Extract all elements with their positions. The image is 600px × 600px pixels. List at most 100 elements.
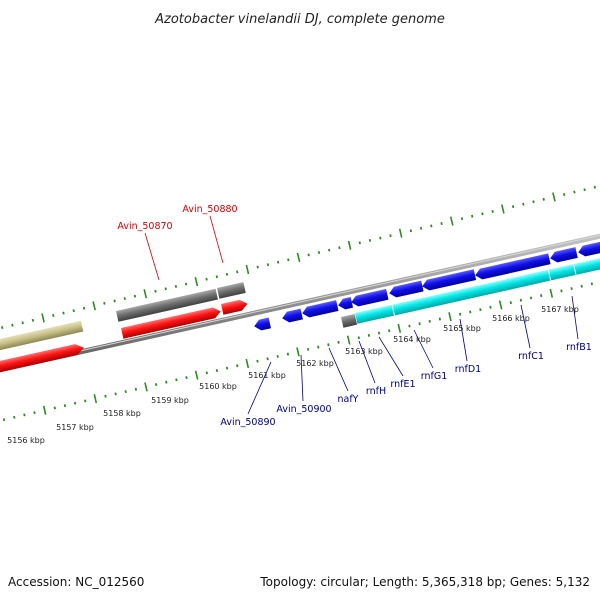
outer-tick xyxy=(225,272,229,276)
inner-tick xyxy=(296,347,300,357)
outer-tick xyxy=(287,258,290,262)
outer-tick xyxy=(21,321,24,325)
inner-tick xyxy=(165,380,168,384)
outer-tick xyxy=(113,299,116,303)
inner-tick xyxy=(337,340,340,344)
inner-tick xyxy=(266,357,269,361)
inner-tick xyxy=(23,413,26,417)
inner-tick xyxy=(276,354,279,358)
inner-tick xyxy=(53,406,56,410)
outer-tick xyxy=(449,216,454,226)
gene-labels-bottom: Avin_50890 Avin_50900 nafY rnfH rnfE1 rn… xyxy=(220,295,592,428)
outer-tick xyxy=(317,251,321,255)
khaki-feature xyxy=(0,320,84,351)
inner-tick xyxy=(327,343,330,347)
outer-tick xyxy=(72,309,75,313)
gene-rnfe1-arrow xyxy=(351,288,389,307)
outer-tick xyxy=(256,265,259,269)
red-gene-arrow xyxy=(0,344,85,373)
outer-tick xyxy=(164,287,167,291)
inner-tick xyxy=(317,345,320,349)
outer-tick xyxy=(276,260,280,264)
gray-small-feature xyxy=(341,313,358,328)
gene-label-rnfg1: rnfG1 xyxy=(421,371,448,382)
gene-label-rnfh: rnfH xyxy=(366,386,386,397)
scale-label: 5161 kbp xyxy=(248,371,286,380)
scale-label: 5157 kbp xyxy=(56,423,94,432)
inner-tick xyxy=(215,368,219,373)
outer-tick xyxy=(430,224,433,228)
outer-tick xyxy=(103,301,106,305)
inner-tick xyxy=(245,358,250,369)
outer-tick xyxy=(205,277,208,281)
outer-tick xyxy=(236,270,239,274)
outer-tick xyxy=(296,252,301,262)
gene-rnfg1-arrow xyxy=(389,280,424,298)
outer-tick xyxy=(184,282,188,286)
outer-tick xyxy=(532,200,535,204)
cyan-cds-band xyxy=(355,255,600,324)
inner-tick xyxy=(144,382,148,392)
scale-label: 5159 kbp xyxy=(151,396,189,405)
inner-tick xyxy=(458,312,462,316)
outer-tick xyxy=(563,192,566,197)
scale-label: 5156 kbp xyxy=(7,436,45,445)
gene-label-rnfe1: rnfE1 xyxy=(390,379,415,390)
outer-tick xyxy=(143,289,148,299)
outer-tick xyxy=(245,264,250,275)
inner-tick xyxy=(84,399,87,403)
gene-label-avin-50880: Avin_50880 xyxy=(182,204,237,215)
inner-tick-ring xyxy=(2,282,593,422)
inner-tick xyxy=(549,288,554,298)
outer-tick xyxy=(368,238,372,242)
outer-tick xyxy=(491,210,494,213)
inner-tick xyxy=(73,401,77,405)
inner-tick xyxy=(236,364,239,368)
outer-tick xyxy=(471,214,474,218)
inner-tick xyxy=(225,366,229,370)
inner-tick xyxy=(388,329,391,333)
outer-tick xyxy=(379,236,382,240)
scale-labels: 5156 kbp 5157 kbp 5158 kbp 5159 kbp 5160 kbp… xyxy=(7,305,579,445)
outer-tick xyxy=(1,326,4,330)
accession-label: Accession: NC_012560 xyxy=(8,575,144,589)
inner-tick xyxy=(33,411,36,415)
outer-tick xyxy=(92,301,96,311)
inner-tick xyxy=(498,300,503,310)
inner-tick xyxy=(286,352,290,356)
outer-tick xyxy=(82,306,86,310)
inner-tick xyxy=(13,415,16,419)
outer-tick xyxy=(409,229,413,233)
inner-tick xyxy=(540,294,543,298)
outer-tick xyxy=(419,226,423,230)
outer-tick xyxy=(460,217,464,221)
inner-tick xyxy=(306,347,310,351)
outer-tick xyxy=(41,313,45,323)
inner-tick xyxy=(256,359,259,363)
inner-tick xyxy=(469,310,472,314)
outer-tick xyxy=(307,253,310,257)
inner-tick xyxy=(580,284,583,288)
red-gene-arrow-avin-50870 xyxy=(121,307,221,339)
outer-tick xyxy=(573,190,576,194)
inner-tick xyxy=(529,296,533,300)
inner-tick xyxy=(346,335,351,345)
gene-avin-50900-arrow xyxy=(282,308,303,323)
inner-tick xyxy=(205,371,208,375)
outer-tick xyxy=(552,192,556,202)
forward-strand-features xyxy=(0,282,248,373)
outer-tick xyxy=(338,246,341,250)
map-title: Azotobacter vinelandii DJ, complete geno… xyxy=(154,12,445,27)
inner-tick xyxy=(104,394,107,398)
inner-tick xyxy=(2,418,6,422)
scale-label: 5162 kbp xyxy=(296,359,334,368)
gene-label-avin-50900: Avin_50900 xyxy=(276,404,331,415)
inner-tick xyxy=(479,308,482,312)
outer-tick xyxy=(542,197,545,201)
inner-tick xyxy=(377,331,381,335)
reverse-strand-features xyxy=(254,238,600,331)
inner-tick xyxy=(367,333,371,337)
gene-nafy-arrow xyxy=(302,300,339,318)
inner-tick xyxy=(124,390,127,394)
outer-tick xyxy=(328,248,331,252)
